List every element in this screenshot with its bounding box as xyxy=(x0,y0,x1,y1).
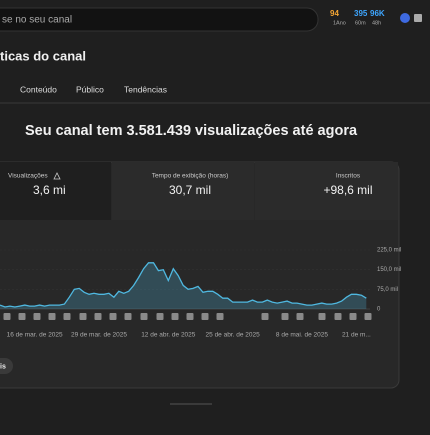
video-marker xyxy=(186,313,194,320)
x-tick-label: 8 de mai. de 2025 xyxy=(276,332,328,339)
x-tick-label: 16 de mar. de 2025 xyxy=(7,332,63,339)
video-marker xyxy=(261,313,269,320)
stat-label: 48h xyxy=(372,20,381,26)
video-marker xyxy=(216,313,224,320)
stat-label: 1Ano xyxy=(333,20,346,26)
video-marker xyxy=(63,313,71,320)
video-marker xyxy=(124,313,132,320)
video-marker xyxy=(94,313,102,320)
y-tick-label: 0 xyxy=(377,307,381,313)
page-title: ticas do canal xyxy=(0,48,86,63)
metric-value: 3,6 mi xyxy=(33,183,66,197)
video-marker xyxy=(156,313,164,320)
search-box[interactable] xyxy=(0,7,319,32)
x-tick-label: 25 de abr. de 2025 xyxy=(206,332,261,339)
x-tick-label: 21 de m... xyxy=(342,332,371,339)
y-tick-label: 225,0 mil xyxy=(377,248,401,254)
metric-tab-selected[interactable] xyxy=(0,162,111,220)
metric-tab[interactable] xyxy=(255,162,398,220)
video-marker xyxy=(318,313,326,320)
tab[interactable]: Tendências xyxy=(124,84,167,94)
x-tick-label: 29 de mar. de 2025 xyxy=(71,332,127,339)
metric-label: Inscritos xyxy=(336,173,361,180)
tab[interactable]: Conteúdo xyxy=(20,84,57,94)
more-button-label: is xyxy=(0,363,6,370)
stat-value: 94 xyxy=(330,9,339,18)
metric-tab[interactable] xyxy=(112,162,254,220)
video-markers xyxy=(3,313,372,320)
more-button[interactable] xyxy=(0,358,13,374)
video-marker xyxy=(48,313,56,320)
icon[interactable] xyxy=(400,13,410,23)
video-marker xyxy=(281,313,289,320)
icon[interactable] xyxy=(414,14,422,22)
video-marker xyxy=(334,313,342,320)
video-marker xyxy=(109,313,117,320)
video-marker xyxy=(201,313,209,320)
metric-value: 30,7 mil xyxy=(169,183,211,197)
y-tick-label: 150,0 mil xyxy=(377,267,401,273)
headline: Seu canal tem 3.581.439 visualizações at… xyxy=(25,123,358,139)
video-marker xyxy=(79,313,87,320)
video-marker xyxy=(296,313,304,320)
stat-label: 60m xyxy=(355,20,366,26)
metric-label: Visualizações xyxy=(8,173,48,180)
video-marker xyxy=(349,313,357,320)
search-placeholder: se no seu canal xyxy=(2,15,72,26)
metric-label: Tempo de exibição (horas) xyxy=(152,173,229,180)
video-marker xyxy=(18,313,26,320)
video-marker xyxy=(3,313,11,320)
video-marker xyxy=(364,313,372,320)
stat-value: 395 xyxy=(354,9,368,18)
line xyxy=(0,262,367,308)
warning-icon xyxy=(53,172,61,180)
x-tick-label: 12 de abr. de 2025 xyxy=(141,332,196,339)
video-marker xyxy=(33,313,41,320)
video-marker xyxy=(171,313,179,320)
y-tick-label: 75,0 mil xyxy=(377,287,398,293)
video-marker xyxy=(140,313,148,320)
stat-value: 96K xyxy=(370,9,385,18)
metric-value: +98,6 mil xyxy=(323,183,372,197)
tab[interactable]: Público xyxy=(76,84,104,94)
